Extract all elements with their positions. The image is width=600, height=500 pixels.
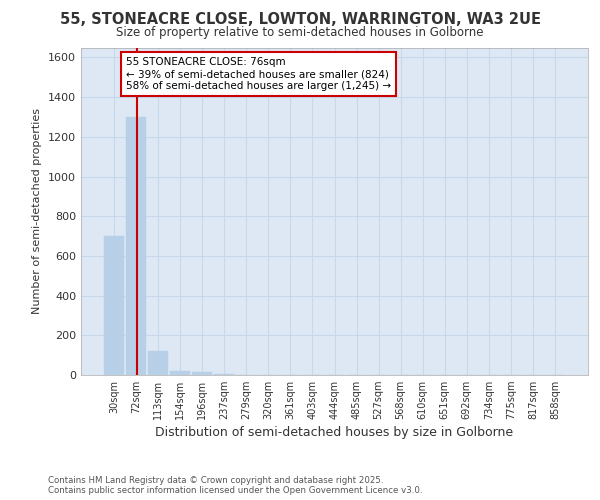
Bar	[148, 351, 168, 375]
Bar	[126, 117, 146, 375]
Bar	[214, 374, 234, 375]
Text: 55 STONEACRE CLOSE: 76sqm
← 39% of semi-detached houses are smaller (824)
58% of: 55 STONEACRE CLOSE: 76sqm ← 39% of semi-…	[126, 58, 391, 90]
Text: 55, STONEACRE CLOSE, LOWTON, WARRINGTON, WA3 2UE: 55, STONEACRE CLOSE, LOWTON, WARRINGTON,…	[59, 12, 541, 28]
Text: Contains HM Land Registry data © Crown copyright and database right 2025.
Contai: Contains HM Land Registry data © Crown c…	[48, 476, 422, 495]
Y-axis label: Number of semi-detached properties: Number of semi-detached properties	[32, 108, 43, 314]
Text: Size of property relative to semi-detached houses in Golborne: Size of property relative to semi-detach…	[116, 26, 484, 39]
Bar	[170, 371, 190, 375]
Bar	[104, 236, 124, 375]
X-axis label: Distribution of semi-detached houses by size in Golborne: Distribution of semi-detached houses by …	[155, 426, 514, 440]
Bar	[192, 372, 212, 375]
